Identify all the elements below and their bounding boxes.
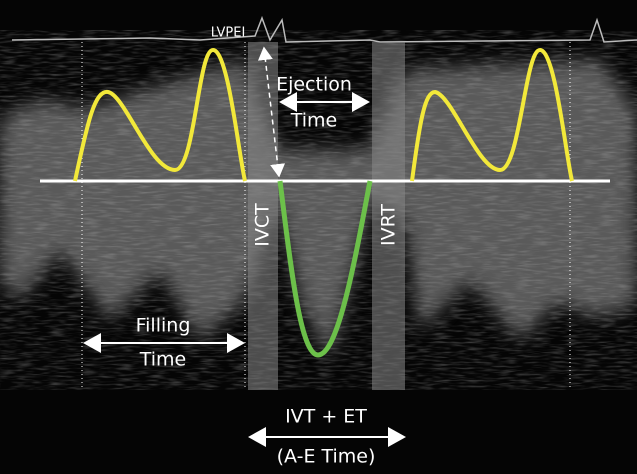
ejection-label: Time	[290, 110, 338, 132]
ejection-label: Ejection	[276, 74, 352, 96]
mitral-inflow	[410, 47, 574, 182]
filling-label: Filling	[136, 315, 191, 337]
ivt-et-label: IVT + ET	[285, 406, 367, 428]
ivrt-band	[372, 42, 405, 390]
filling-label: Time	[139, 349, 187, 371]
lvpei-arrow	[257, 46, 286, 178]
ivt-et-label: (A-E Time)	[277, 446, 376, 468]
ivct-label: IVCT	[252, 203, 274, 247]
lvpei-label: LVPEI	[211, 26, 246, 41]
mitral-inflow	[73, 47, 247, 182]
ecg-trace	[11, 15, 637, 43]
ivrt-label: IVRT	[378, 204, 400, 246]
lv-outflow	[277, 180, 373, 358]
